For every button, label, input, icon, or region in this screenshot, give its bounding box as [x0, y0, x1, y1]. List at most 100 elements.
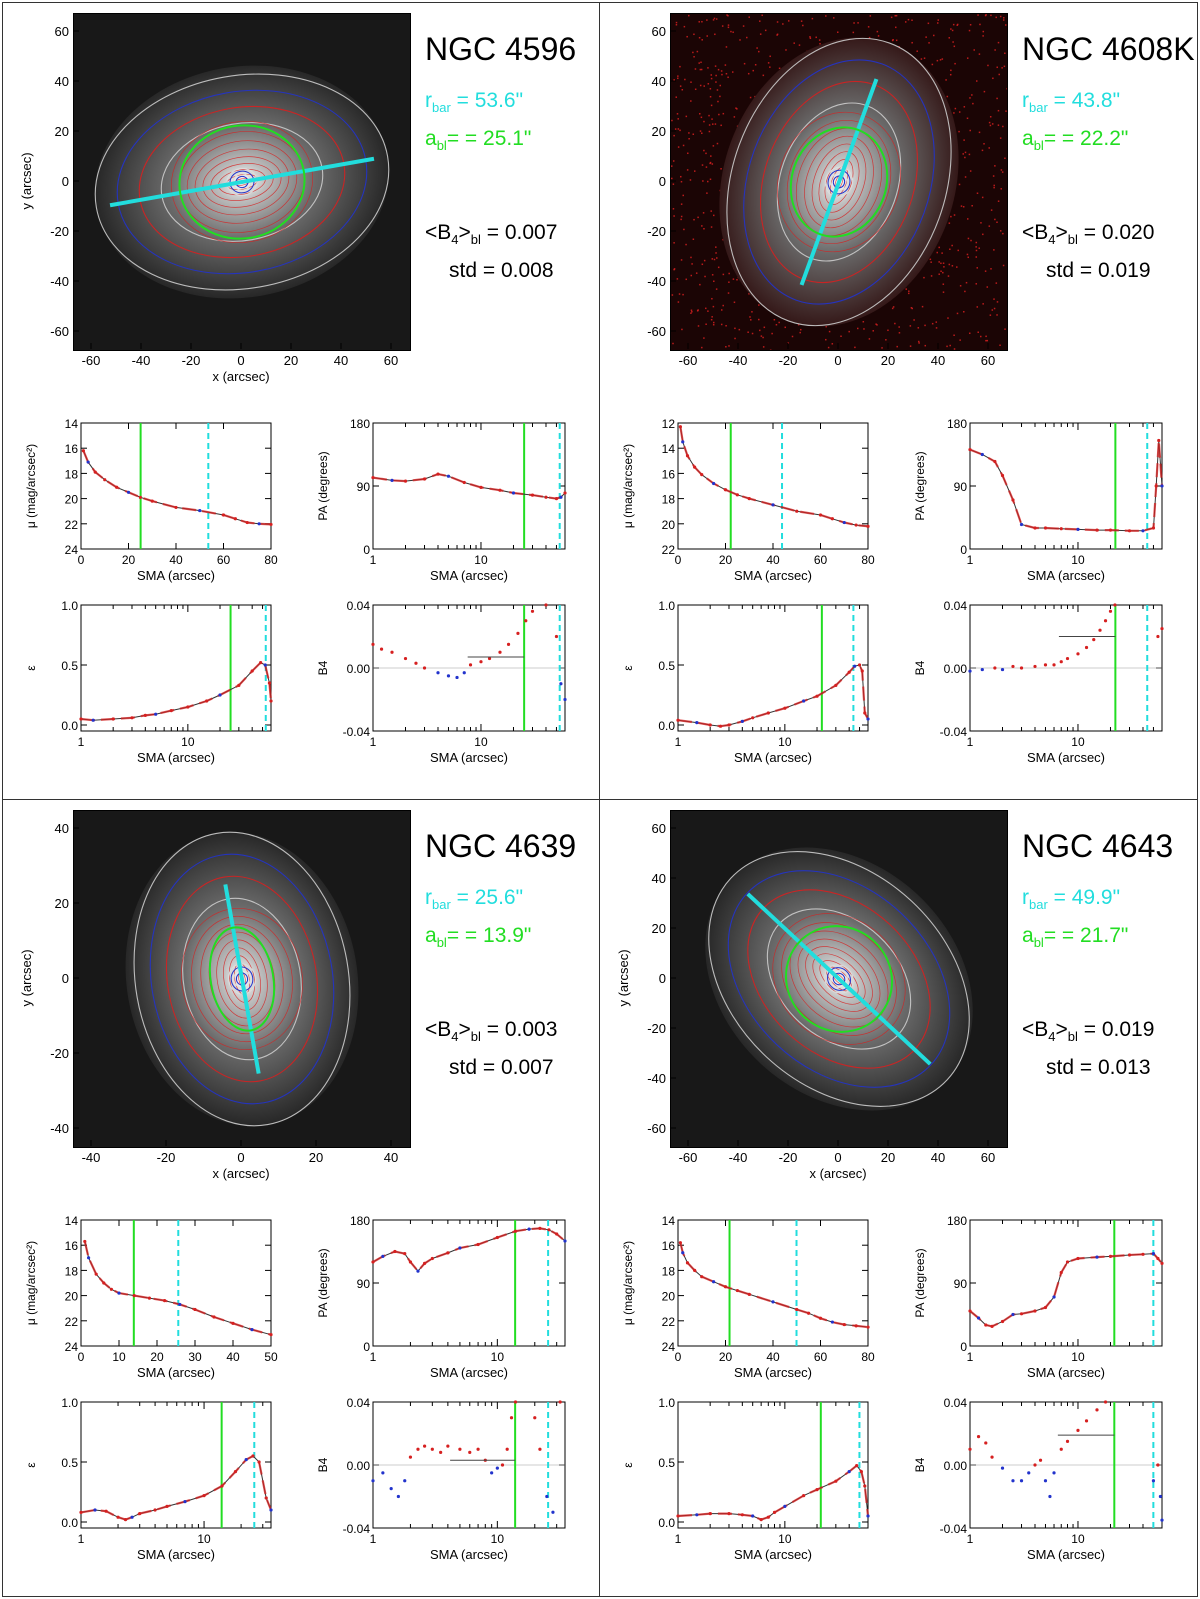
- image-ytick-label: 0: [659, 174, 666, 189]
- data-point: [766, 1515, 770, 1519]
- data-point: [455, 675, 459, 680]
- data-point: [257, 522, 261, 526]
- ytick-label: 14: [65, 417, 79, 431]
- image-xtick-label: 0: [237, 353, 244, 368]
- image-ytick-label: 20: [652, 124, 666, 139]
- data-point: [993, 459, 997, 464]
- a-bl-value: abl= = 13.9": [425, 924, 531, 950]
- data-point: [685, 1261, 690, 1265]
- data-point: [416, 1447, 420, 1451]
- data-point: [403, 479, 408, 483]
- data-point: [1108, 1254, 1113, 1258]
- b4-average: <B4>bl = 0.019: [1022, 1018, 1154, 1044]
- data-point: [416, 1269, 420, 1273]
- data-point: [555, 1232, 559, 1236]
- data-point: [863, 1484, 867, 1488]
- ytick-label: 90: [357, 1277, 371, 1291]
- data-point: [174, 505, 178, 510]
- data-point: [403, 656, 408, 661]
- a-bl-text: = = 13.9": [446, 924, 532, 947]
- data-point: [544, 495, 548, 499]
- b4-equals: =: [1077, 1018, 1097, 1041]
- panel-xlabel: SMA (arcsec): [1027, 1547, 1105, 1562]
- data-point: [1076, 1428, 1080, 1432]
- data-point: [547, 1228, 551, 1232]
- panel-ylabel: ε: [24, 665, 38, 671]
- data-point: [202, 1494, 206, 1498]
- ytick-label: 12: [662, 417, 676, 431]
- data-point: [1027, 1471, 1031, 1475]
- data-point: [193, 1307, 197, 1312]
- a-symbol: a: [1022, 924, 1034, 947]
- data-point: [147, 1296, 151, 1300]
- image-xtick-label: 60: [384, 353, 398, 368]
- ytick-label: 18: [65, 467, 79, 481]
- xtick-label: 40: [766, 1350, 780, 1364]
- image-xlabel: x (arcsec): [212, 369, 269, 384]
- data-point: [708, 1512, 712, 1516]
- data-point: [93, 1508, 97, 1512]
- image-ytick-label: -60: [50, 324, 69, 339]
- data-point: [759, 1518, 763, 1522]
- ytick-label: 0: [960, 1340, 967, 1354]
- xtick-label: 10: [778, 735, 792, 749]
- ytick-label: 14: [65, 1214, 79, 1228]
- ytick-label: 0.0: [658, 1516, 675, 1530]
- ytick-label: 0.00: [944, 1459, 968, 1473]
- galaxy-name: NGC 4596: [425, 31, 576, 68]
- ytick-label: 16: [65, 1239, 79, 1253]
- data-point: [250, 669, 254, 673]
- data-point: [1108, 528, 1113, 532]
- ytick-label: 180: [350, 1214, 370, 1228]
- profile-line-red: [677, 1464, 870, 1521]
- data-point: [1019, 666, 1024, 670]
- b4-value-text: 0.007: [504, 221, 558, 244]
- data-point: [495, 1235, 499, 1240]
- data-point: [681, 1251, 685, 1255]
- xtick-label: 0: [78, 1350, 85, 1364]
- data-point: [1084, 1419, 1089, 1423]
- data-point: [468, 663, 473, 667]
- data-point: [866, 524, 870, 528]
- galaxy-image: [670, 810, 1008, 1148]
- data-point: [976, 1435, 981, 1439]
- data-point: [259, 661, 263, 665]
- galaxy-name-text: NGC 4643: [1022, 828, 1174, 864]
- bar-length-line: [746, 892, 932, 1066]
- data-point: [1011, 1479, 1015, 1483]
- panel-xlabel: SMA (arcsec): [137, 1365, 215, 1380]
- std-value-text: 0.008: [500, 259, 554, 282]
- data-point: [1160, 627, 1164, 631]
- data-point: [81, 449, 85, 453]
- data-point: [783, 1504, 787, 1508]
- r-symbol: r: [425, 89, 432, 112]
- data-point: [396, 1494, 400, 1499]
- image-ytick-label: 60: [652, 821, 666, 836]
- profile-panel: 1 10 0 90 180 SMA (arcsec) PA (degrees): [316, 417, 567, 583]
- data-point: [695, 1513, 699, 1517]
- image-ytick-label: -40: [647, 274, 666, 289]
- b4-bl-subscript: bl: [470, 232, 481, 247]
- data-point: [116, 1515, 120, 1519]
- data-point: [389, 1487, 393, 1491]
- data-point: [1092, 638, 1096, 642]
- b4-value-text: 0.019: [1101, 1018, 1155, 1041]
- data-point: [408, 1455, 413, 1459]
- data-point: [250, 1328, 254, 1332]
- data-point: [695, 721, 699, 725]
- ytick-label: 0.5: [61, 659, 78, 673]
- data-point: [1059, 660, 1063, 664]
- r-bar-text: = 49.9": [1053, 886, 1121, 909]
- data-point: [1151, 1479, 1156, 1483]
- data-point: [538, 1447, 542, 1451]
- image-xtick-label: -20: [182, 353, 201, 368]
- data-point: [263, 663, 267, 667]
- data-point: [115, 485, 119, 489]
- xtick-label: 1: [967, 1532, 974, 1546]
- image-ytick-label: 60: [652, 24, 666, 39]
- image-xtick-label: 40: [334, 353, 348, 368]
- data-point: [545, 1494, 549, 1499]
- ytick-label: -0.04: [940, 1522, 968, 1536]
- xtick-label: 0: [675, 553, 682, 567]
- r-symbol: r: [1022, 886, 1029, 909]
